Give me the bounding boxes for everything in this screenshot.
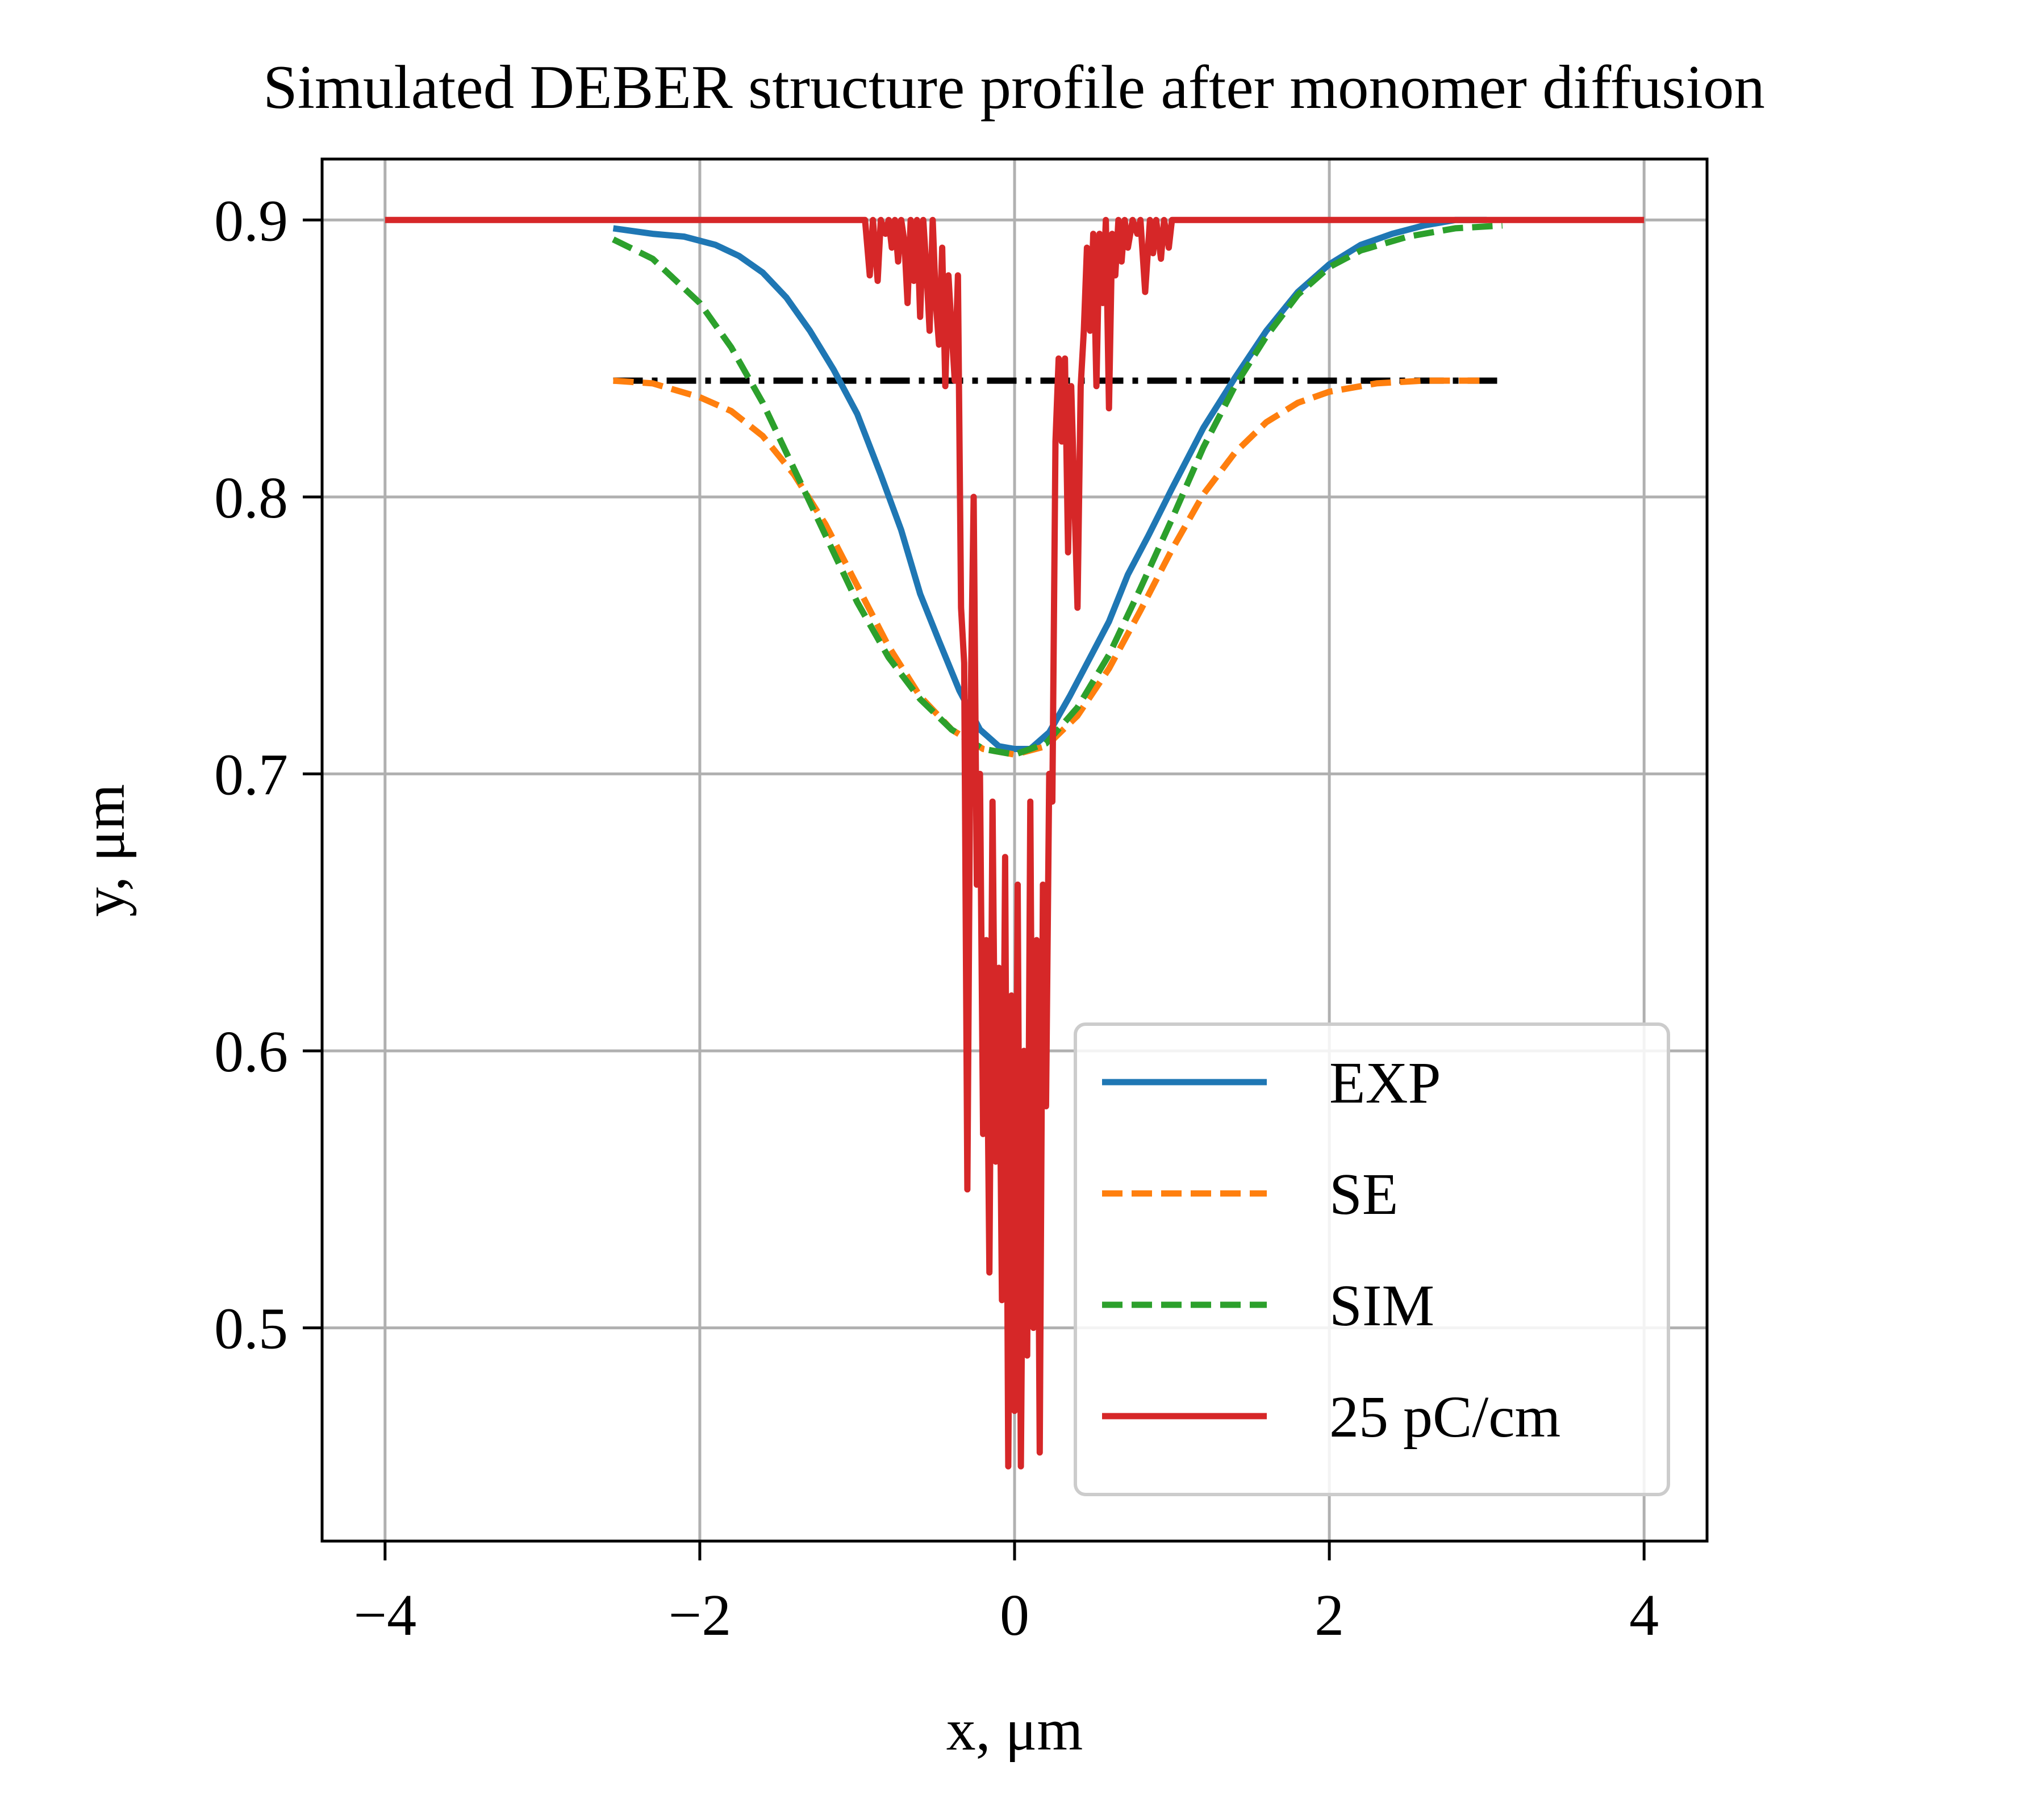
y-tick-label: 0.9	[214, 188, 288, 253]
x-axis-label: x, μm	[946, 1697, 1083, 1763]
series-line-25-pc-cm	[385, 216, 1645, 1470]
series-layer	[385, 216, 1645, 1470]
x-tick-label: 4	[1629, 1583, 1659, 1648]
legend: EXP SE SIM 25 pC/cm	[1074, 1022, 1670, 1496]
chart-title: Simulated DEBER structure profile after …	[263, 53, 1765, 122]
series-line-sim	[612, 222, 1503, 758]
y-tick-label: 0.6	[214, 1019, 288, 1084]
series-line-exp	[612, 216, 1487, 752]
legend-label: SIM	[1329, 1273, 1434, 1338]
legend-frame	[1074, 1022, 1670, 1496]
y-tick-label: 0.7	[214, 742, 288, 807]
y-tick-label: 0.8	[214, 465, 288, 531]
x-axis-ticks: −4 −2 0 2 4	[353, 1541, 1659, 1648]
x-tick-label: −2	[669, 1583, 732, 1648]
x-tick-label: 2	[1315, 1583, 1344, 1648]
legend-label: 25 pC/cm	[1329, 1384, 1560, 1450]
x-tick-label: −4	[353, 1583, 416, 1648]
x-tick-label: 0	[1000, 1583, 1029, 1648]
series-line-se	[613, 377, 1487, 758]
y-tick-label: 0.5	[214, 1296, 288, 1362]
y-axis-label: y, μm	[72, 784, 137, 917]
legend-label: SE	[1329, 1162, 1398, 1227]
legend-label: EXP	[1329, 1050, 1441, 1116]
y-axis-ticks: 0.5 0.6 0.7 0.8 0.9	[214, 188, 322, 1362]
